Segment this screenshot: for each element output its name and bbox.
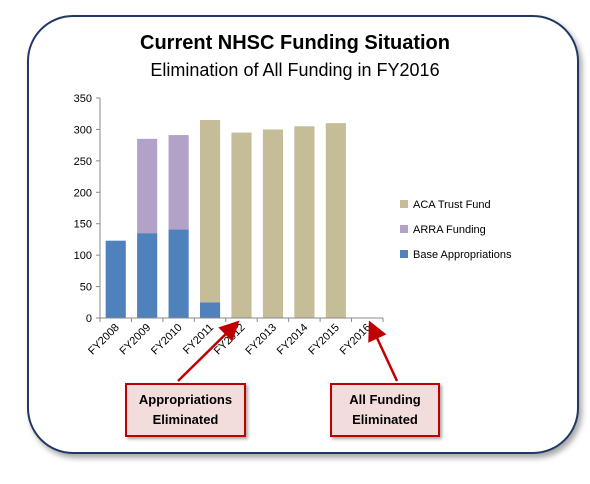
x-tick-label-FY2013: FY2013: [243, 322, 279, 358]
legend-layer: ACA Trust Fund ARRA Funding Base Appropria…: [400, 199, 512, 261]
bar-FY2010-series-1: [168, 135, 189, 230]
legend-swatch-0: [400, 200, 408, 208]
y-tick-label: 50: [80, 282, 92, 294]
chart-title: Current NHSC Funding Situation: [140, 32, 450, 54]
x-tick-label-FY2014: FY2014: [275, 322, 311, 358]
bar-FY2010-series-0: [168, 229, 189, 318]
x-tick-label-FY2015: FY2015: [306, 322, 342, 358]
legend-swatch-1: [400, 225, 408, 233]
x-tick-label-FY2008: FY2008: [86, 322, 122, 358]
callout-appropriations-line1: Appropriations: [138, 392, 233, 407]
legend-label-1: ARRA Funding: [413, 224, 486, 236]
bar-FY2009-series-0: [137, 233, 158, 318]
bar-FY2013-series-2: [262, 129, 284, 318]
x-tick-label-FY2009: FY2009: [118, 322, 154, 358]
callout-all-funding-line2: Eliminated: [352, 412, 418, 427]
bar-FY2011-series-0: [199, 302, 221, 318]
x-tick-label-FY2011: FY2011: [181, 322, 216, 357]
bar-FY2008-series-0: [105, 240, 126, 318]
x-tick-label-FY2010: FY2010: [149, 322, 185, 358]
callout-appropriations-line2: Eliminated: [152, 412, 219, 427]
bar-FY2009-series-1: [137, 138, 158, 234]
bar-FY2014-series-2: [294, 126, 315, 319]
y-tick-label: 250: [74, 156, 92, 168]
y-tick-label: 150: [74, 219, 92, 231]
bars-layer: [105, 120, 346, 319]
chart-subtitle: Elimination of All Funding in FY2016: [150, 60, 440, 80]
y-tick-label: 350: [74, 93, 92, 105]
bar-FY2015-series-2: [325, 123, 346, 319]
bar-FY2011-series-2: [199, 120, 221, 303]
arrow-appropriations: [177, 320, 240, 382]
y-tick-label: 200: [74, 187, 92, 199]
y-tick-label: 100: [74, 250, 92, 262]
x-tick-label-FY2016: FY2016: [338, 322, 374, 358]
callout-all-funding-eliminated: All Funding Eliminated: [330, 383, 440, 437]
arrow-all-funding: [368, 320, 399, 382]
callout-appropriations-eliminated: Appropriations Eliminated: [125, 383, 246, 437]
y-tick-label: 300: [74, 124, 92, 136]
x-tick-label-FY2012: FY2012: [212, 322, 248, 358]
legend-label-2: Base Appropriations: [413, 249, 512, 261]
callout-all-funding-line1: All Funding: [349, 392, 421, 407]
legend-swatch-2: [400, 250, 408, 258]
legend-label-0: ACA Trust Fund: [413, 199, 491, 211]
bar-FY2012-series-2: [231, 132, 252, 318]
y-tick-label: 0: [86, 313, 92, 325]
